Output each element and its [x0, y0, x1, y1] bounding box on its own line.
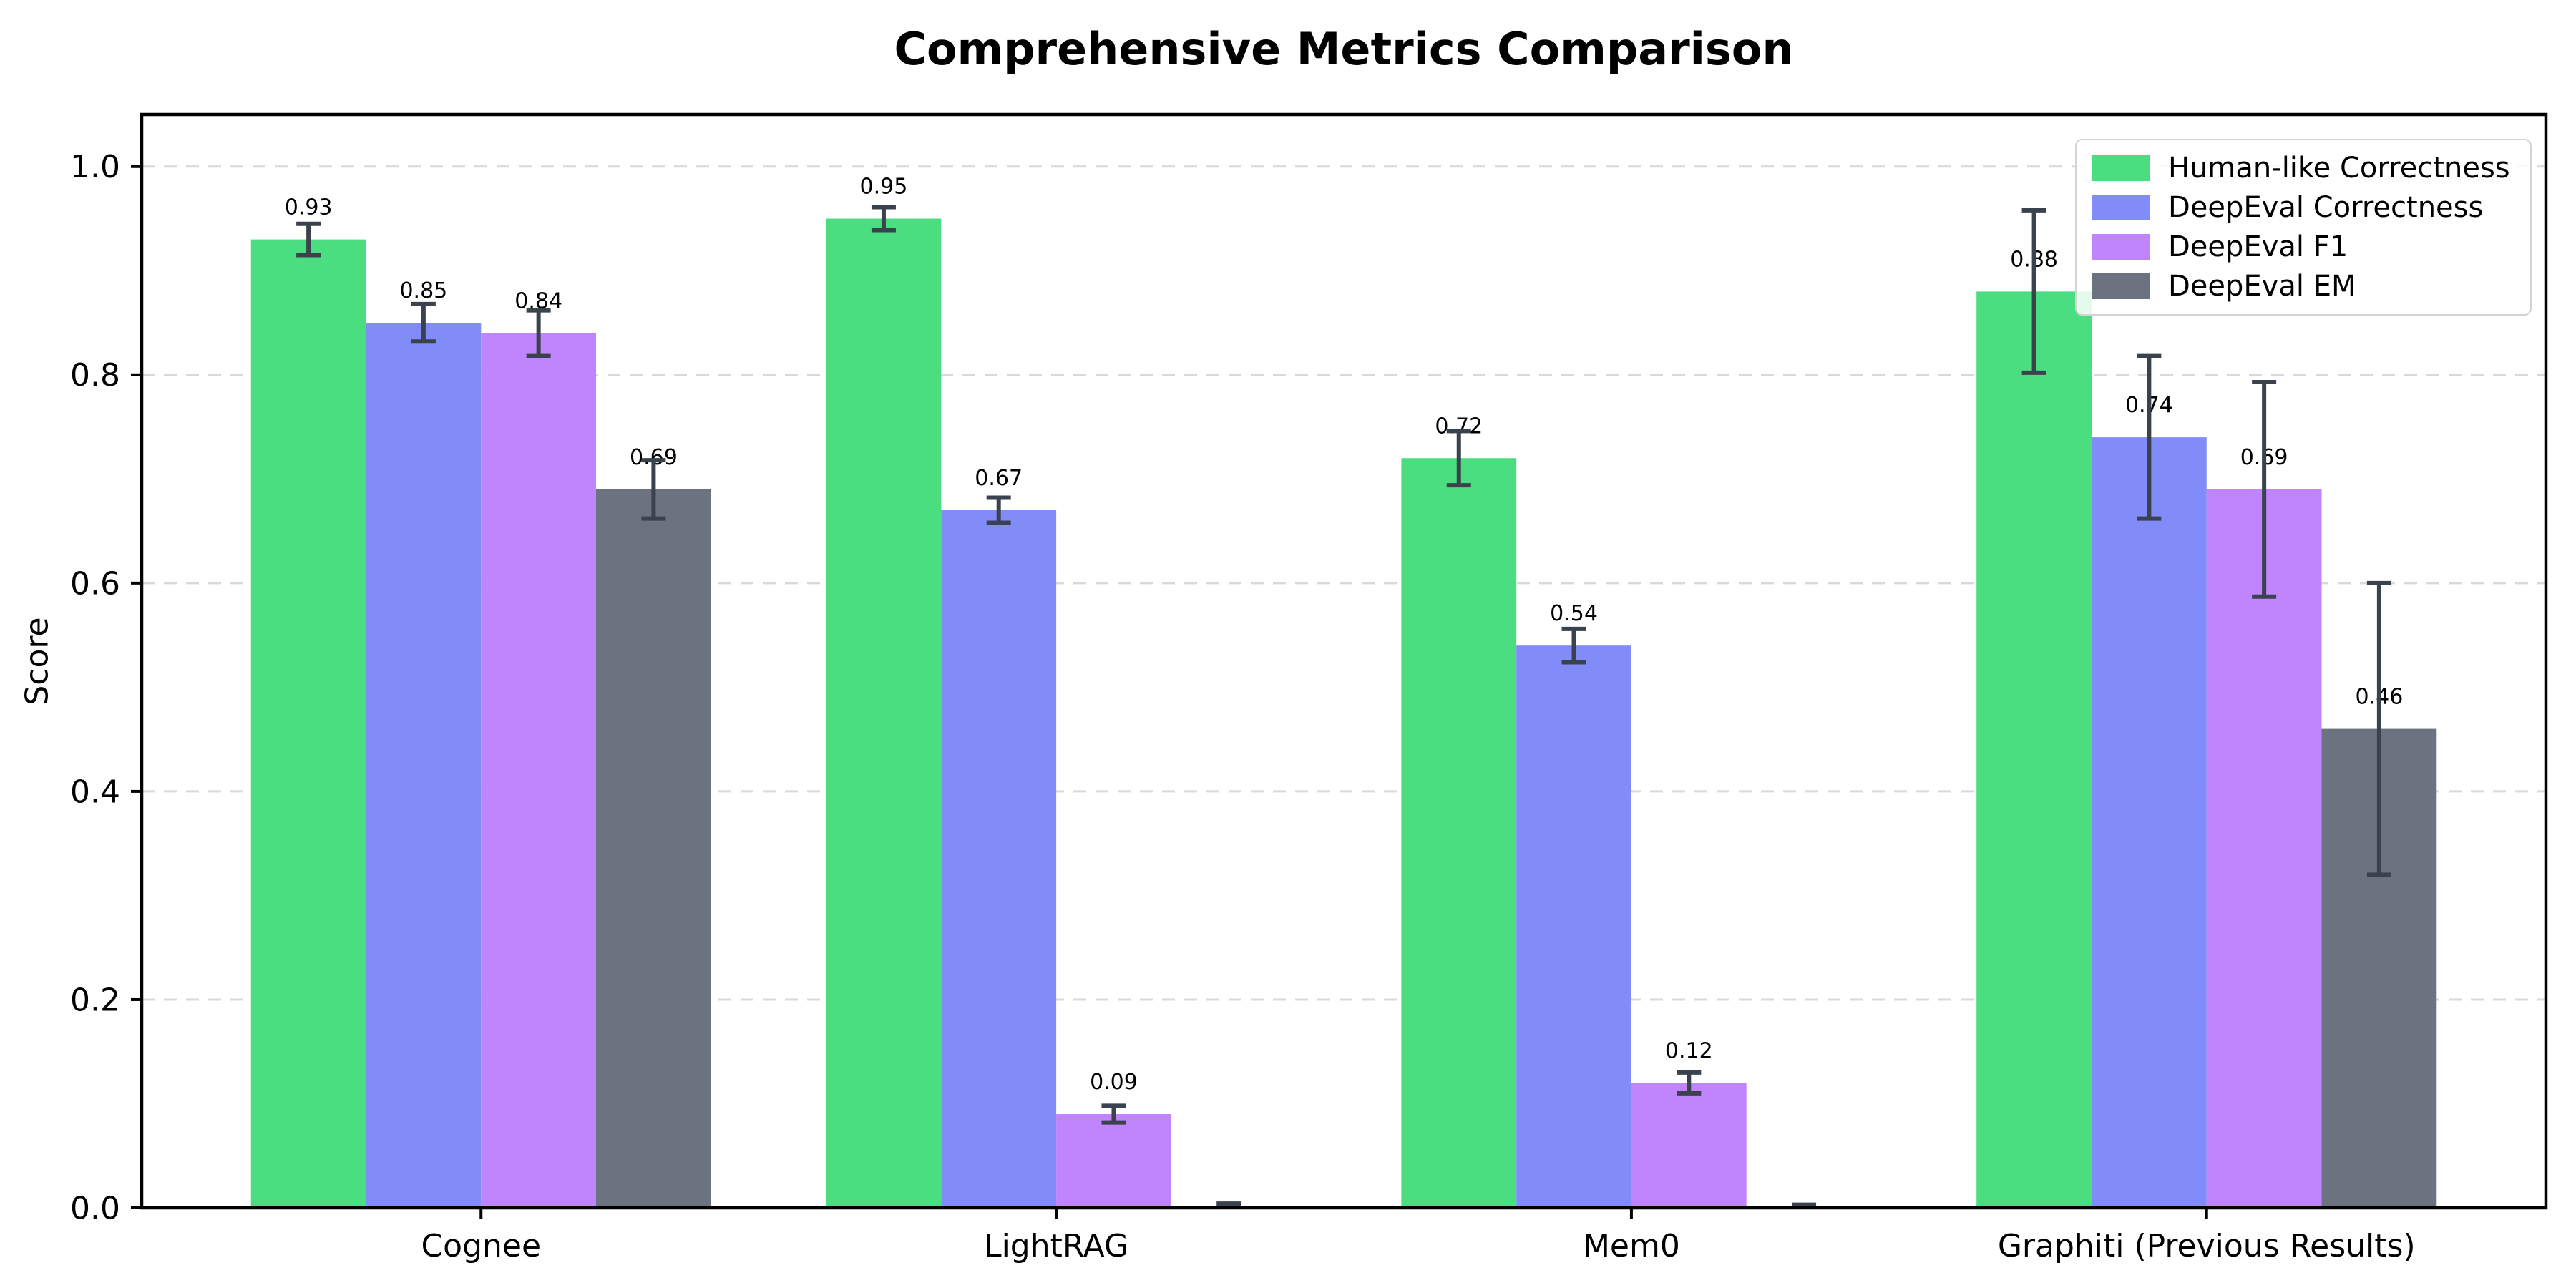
- bar-human-like-correctness-1: [826, 218, 942, 1208]
- legend-swatch-icon: [2092, 234, 2150, 260]
- error-bar: [296, 221, 321, 258]
- legend-item-label: Human-like Correctness: [2168, 152, 2510, 185]
- bar-human-like-correctness-3: [1976, 291, 2092, 1208]
- bar-deepeval-correctness-3: [2091, 437, 2207, 1208]
- x-axis-ticks: Cognee LightRAG Mem0 Graphiti (Previous Res…: [421, 1208, 2416, 1264]
- legend-item: Human-like Correctness: [2092, 152, 2510, 185]
- error-bar: [526, 308, 551, 358]
- legend: Human-like Correctness DeepEval Correctne…: [2075, 139, 2532, 316]
- x-tick-label-cognee: Cognee: [421, 1228, 541, 1264]
- error-bar: [1101, 1103, 1126, 1125]
- bar-deepeval-correctness-1: [941, 509, 1057, 1208]
- error-bar: [2252, 379, 2277, 599]
- error-bar: [986, 495, 1011, 525]
- y-tick-label: 0.8: [70, 357, 120, 394]
- bar-deepeval-f1-0: [481, 333, 597, 1209]
- y-tick-label: 0.4: [70, 774, 120, 810]
- error-bar: [1446, 429, 1471, 488]
- y-axis-label: Score: [19, 617, 56, 706]
- error-bar: [871, 205, 896, 233]
- bar-deepeval-f1-1: [1056, 1114, 1171, 1208]
- x-tick-label-mem0: Mem0: [1583, 1228, 1680, 1264]
- y-tick-label: 1.0: [70, 149, 120, 185]
- bar-deepeval-em-0: [596, 489, 711, 1208]
- error-bar: [641, 458, 666, 521]
- legend-item-label: DeepEval Correctness: [2168, 191, 2484, 224]
- bar-value-label: 0.95: [860, 175, 908, 200]
- y-tick-label: 0.2: [70, 982, 120, 1018]
- error-bar: [1561, 626, 1586, 665]
- bar-human-like-correctness-2: [1401, 458, 1517, 1209]
- legend-swatch-icon: [2092, 155, 2150, 181]
- legend-item: DeepEval Correctness: [2092, 191, 2510, 224]
- plot-border: [140, 112, 2548, 1210]
- error-bar: [2137, 353, 2162, 521]
- bar-value-label: 0.85: [399, 278, 447, 303]
- legend-swatch-icon: [2092, 273, 2150, 299]
- bar-deepeval-correctness-2: [1516, 645, 1631, 1208]
- bar-value-label: 0.09: [1090, 1070, 1138, 1095]
- bars: [250, 218, 2437, 1209]
- legend-item: DeepEval F1: [2092, 230, 2510, 263]
- chart-title: Comprehensive Metrics Comparison: [894, 23, 1794, 75]
- error-bar: [1677, 1070, 1702, 1096]
- y-tick-label: 0.0: [70, 1190, 120, 1226]
- bar-value-label: 0.93: [285, 195, 333, 220]
- x-tick-label-lightrag: LightRAG: [984, 1228, 1128, 1264]
- bar-value-label: 0.12: [1665, 1038, 1713, 1063]
- error-bar: [2366, 580, 2391, 877]
- legend-item: DeepEval EM: [2092, 270, 2510, 303]
- legend-item-label: DeepEval EM: [2168, 270, 2356, 303]
- error-bar: [2021, 208, 2046, 375]
- x-tick-label-graphiti-previous-results-: Graphiti (Previous Results): [1998, 1228, 2416, 1264]
- y-tick-label: 0.6: [70, 565, 120, 602]
- bar-value-label: 0.67: [975, 466, 1023, 491]
- error-bars: [296, 205, 2391, 1208]
- legend-swatch-icon: [2092, 195, 2150, 220]
- y-axis-ticks: 0.0 0.2 0.4 0.6 0.8 1.0: [70, 149, 142, 1226]
- bar-deepeval-f1-2: [1631, 1083, 1747, 1208]
- bar-human-like-correctness-0: [250, 239, 366, 1209]
- legend-item-label: DeepEval F1: [2168, 230, 2348, 263]
- bar-deepeval-f1-3: [2206, 489, 2322, 1208]
- bar-value-label: 0.54: [1550, 601, 1598, 626]
- bar-deepeval-correctness-0: [366, 323, 482, 1208]
- error-bar: [411, 301, 436, 344]
